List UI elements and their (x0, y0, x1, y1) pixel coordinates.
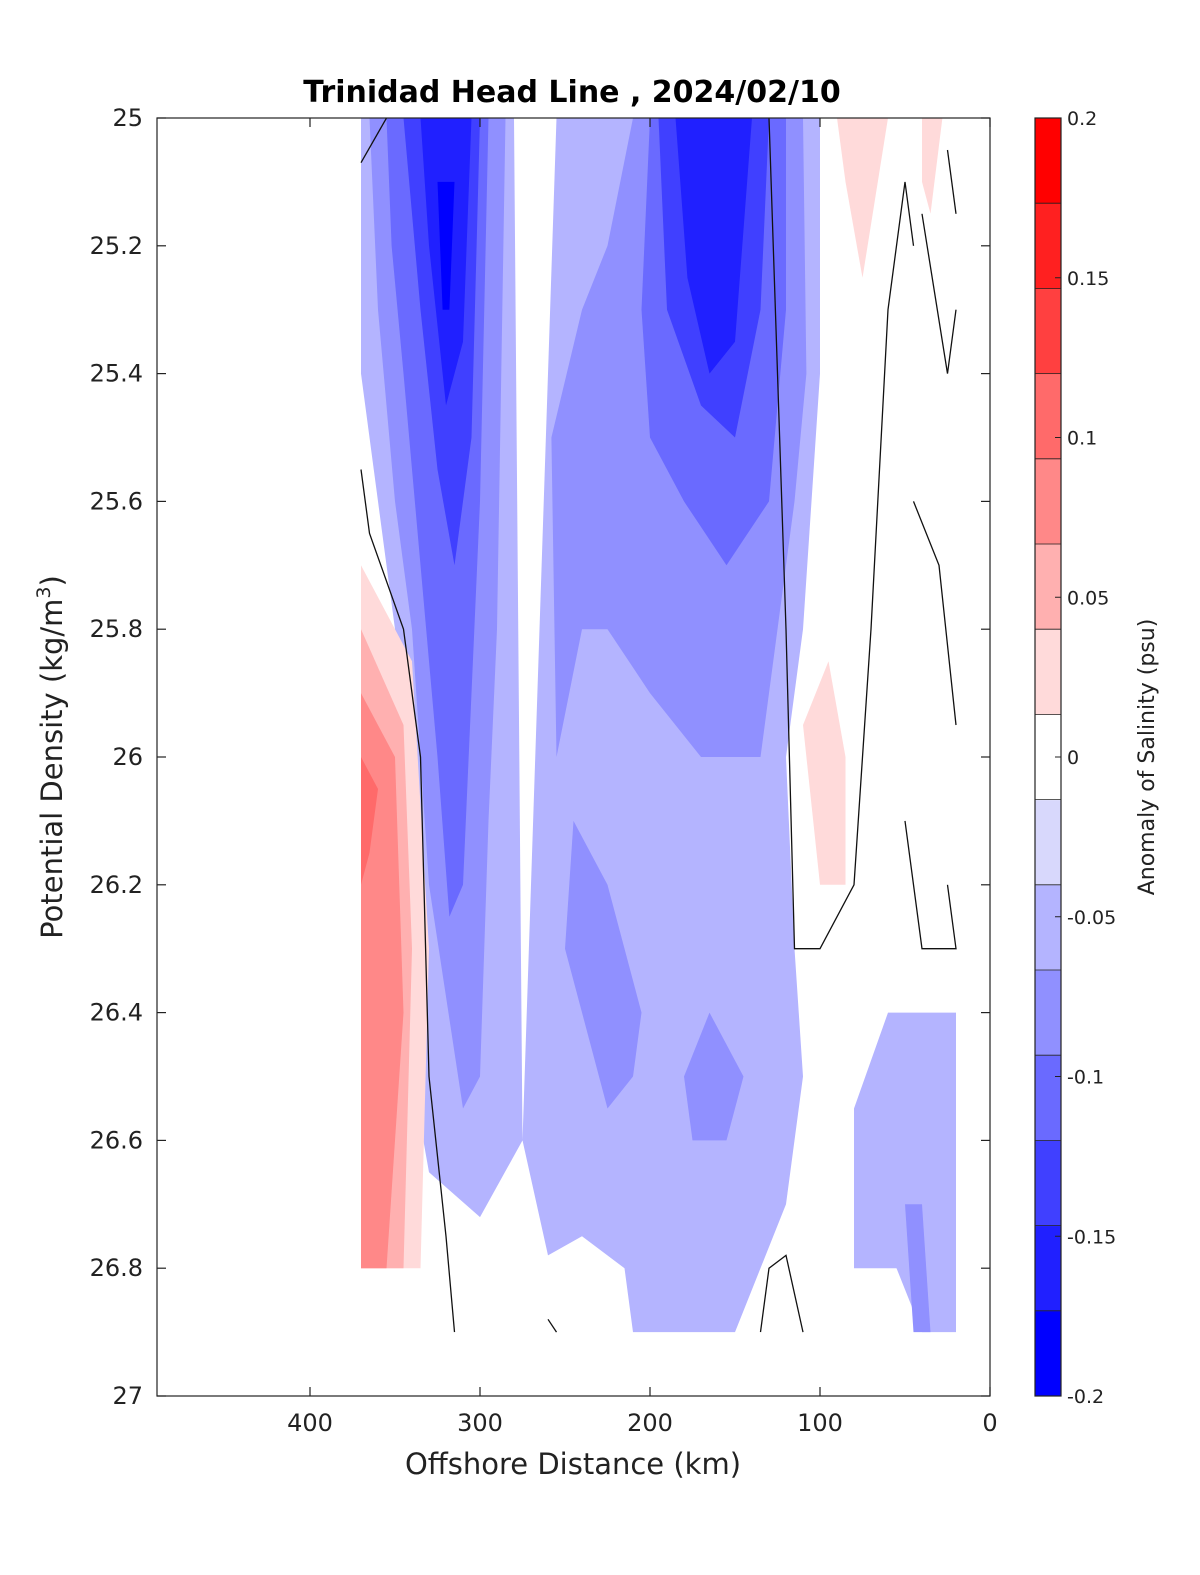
contour-region-8 (905, 1204, 931, 1333)
contour-fill-layer (361, 118, 956, 1333)
y-axis-label: Potential Density (kg/m3) (33, 575, 69, 939)
colorbar-band-1 (1035, 1225, 1061, 1312)
contour-region-7 (684, 1012, 744, 1141)
colorbar-tick-label-6: 0.1 (1067, 428, 1097, 450)
x-tick-label-3: 100 (797, 1409, 843, 1437)
colorbar-band-6 (1035, 799, 1061, 886)
colorbar-band-13 (1035, 203, 1061, 289)
zero-contour-line-8 (946, 149, 957, 214)
x-axis: 400 300 200 100 0 (287, 118, 998, 1437)
colorbar-tick-label-0: -0.2 (1067, 1386, 1104, 1408)
zero-contour-line-3 (904, 820, 957, 950)
y-tick-label-4: 25.8 (90, 615, 143, 643)
contour-region-14 (675, 118, 752, 374)
contour-region-21 (922, 118, 943, 214)
y-tick-label-1: 25.2 (90, 232, 143, 260)
y-tick-label-8: 26.6 (90, 1126, 143, 1154)
colorbar-band-2 (1035, 1140, 1061, 1227)
contour-region-22 (803, 661, 846, 885)
colorbar: -0.2 -0.15 -0.1 -0.05 0 0.05 0.1 0.15 0.2 (1034, 108, 1116, 1408)
y-tick-label-10: 27 (112, 1382, 143, 1410)
colorbar-tick-label-8: 0.2 (1067, 108, 1097, 130)
y-tick-label-0: 25 (112, 104, 143, 132)
zero-contour-line-0 (360, 118, 388, 164)
zero-contour-line-5 (921, 213, 957, 374)
y-tick-label-7: 26.4 (90, 999, 143, 1027)
colorbar-band-12 (1035, 288, 1061, 375)
contour-region-6 (565, 820, 642, 1109)
y-tick-label-5: 26 (112, 743, 143, 771)
zero-contour-line-7 (547, 1318, 558, 1333)
colorbar-band-11 (1035, 373, 1061, 460)
colorbar-band-4 (1035, 970, 1061, 1056)
x-axis-label: Offshore Distance (km) (405, 1447, 741, 1481)
colorbar-band-14 (1035, 118, 1061, 204)
zero-contour-layer (360, 118, 957, 1333)
colorbar-band-10 (1035, 458, 1061, 545)
colorbar-label: Anomaly of Salinity (psu) (1135, 619, 1160, 896)
zero-contour-line-2 (768, 118, 915, 950)
colorbar-tick-label-5: 0.05 (1067, 587, 1109, 609)
colorbar-tick-label-7: 0.15 (1067, 268, 1109, 290)
contour-region-18 (361, 693, 404, 1269)
zero-contour-line-1 (360, 469, 456, 1333)
colorbar-band-3 (1035, 1055, 1061, 1141)
y-axis: 25 25.2 25.4 25.6 25.8 26 26.2 26.4 26.6 26.8 27 (90, 104, 990, 1410)
chart-title: Trinidad Head Line , 2024/02/10 (303, 75, 840, 110)
colorbar-tick-label-2: -0.1 (1067, 1067, 1104, 1089)
colorbar-band-0 (1035, 1310, 1061, 1397)
contour-region-19 (361, 757, 378, 885)
contour-region-20 (837, 118, 888, 278)
colorbar-band-8 (1035, 629, 1061, 715)
colorbar-tick-label-1: -0.15 (1067, 1226, 1116, 1248)
x-tick-label-2: 200 (627, 1409, 673, 1437)
zero-contour-line-4 (912, 501, 957, 726)
zero-contour-line-6 (759, 1254, 804, 1333)
y-tick-label-6: 26.2 (90, 871, 143, 899)
y-tick-label-9: 26.8 (90, 1254, 143, 1282)
y-tick-label-2: 25.4 (90, 360, 143, 388)
colorbar-band-9 (1035, 544, 1061, 630)
colorbar-band-5 (1035, 884, 1061, 971)
contour-region-15 (437, 181, 455, 310)
x-tick-label-1: 300 (457, 1409, 503, 1437)
colorbar-tick-label-3: -0.05 (1067, 907, 1116, 929)
y-tick-label-3: 25.6 (90, 487, 143, 515)
x-tick-label-0: 400 (287, 1409, 333, 1437)
x-tick-label-4: 0 (982, 1409, 997, 1437)
colorbar-tick-label-4: 0 (1067, 747, 1079, 769)
